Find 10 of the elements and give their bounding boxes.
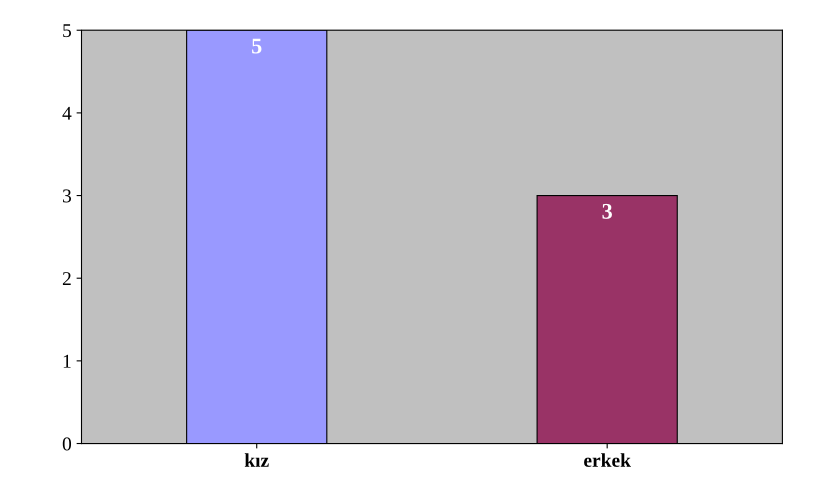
x-tick-label: erkek — [584, 453, 631, 467]
y-tick-label: 4 — [62, 106, 72, 120]
y-tick-label: 5 — [63, 24, 72, 38]
y-tick-label: 2 — [62, 272, 71, 285]
y-tick-label: 1 — [64, 354, 71, 368]
y-tick-label: 0 — [62, 437, 72, 450]
data-label: 5 — [252, 38, 262, 54]
data-label: 3 — [602, 204, 612, 219]
x-tick-label: kız — [244, 453, 269, 467]
y-tick-label: 3 — [62, 189, 72, 202]
